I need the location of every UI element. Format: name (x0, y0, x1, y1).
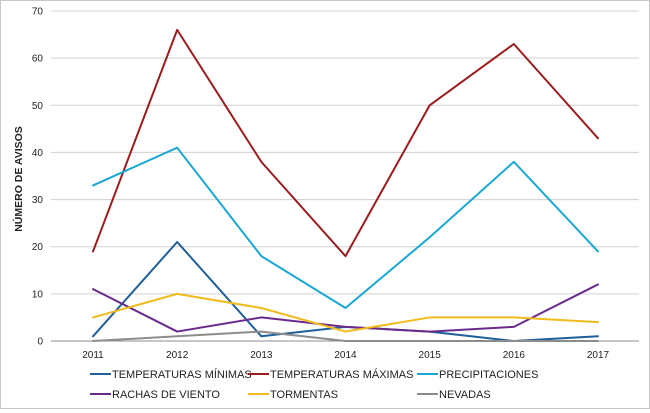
y-tick-label: 10 (32, 289, 44, 300)
y-axis-ticks: 0 10 20 30 40 50 60 70 (32, 7, 44, 348)
legend-label-1: TEMPERATURAS MÍNIMAS (112, 368, 252, 381)
y-tick-label: 0 (37, 337, 43, 348)
x-tick-label: 2011 (82, 350, 104, 361)
x-tick-label: 2012 (166, 350, 189, 361)
legend-label-5: TORMENTAS (270, 389, 338, 401)
legend-label-2: TEMPERATURAS MÁXIMAS (270, 368, 413, 381)
x-tick-label: 2017 (587, 350, 610, 361)
series-line-6 (92, 330, 599, 342)
y-tick-label: 50 (32, 101, 44, 112)
y-axis-label: NÚMERO DE AVISOS (12, 126, 25, 232)
legend: TEMPERATURAS MÍNIMAS TEMPERATURAS MÁXIMAS… (90, 368, 538, 401)
legend-label-6: NEVADAS (439, 389, 491, 401)
series-line-3 (92, 146, 599, 309)
x-tick-label: 2013 (250, 350, 273, 361)
y-tick-label: 30 (32, 195, 44, 206)
legend-label-3: PRECIPITACIONES (439, 369, 538, 381)
x-tick-label: 2014 (334, 350, 357, 361)
y-tick-label: 40 (32, 148, 44, 159)
y-tick-label: 20 (32, 242, 44, 253)
x-tick-label: 2016 (503, 350, 526, 361)
series-line-5 (92, 292, 599, 333)
series-lines (92, 28, 599, 342)
y-tick-label: 70 (32, 7, 44, 18)
grid-lines (51, 10, 639, 342)
legend-label-4: RACHAS DE VIENTO (112, 389, 220, 401)
x-tick-label: 2015 (419, 350, 442, 361)
y-tick-label: 60 (32, 54, 44, 65)
series-line-4 (92, 283, 599, 333)
series-line-2 (92, 28, 599, 258)
x-axis-ticks: 2011 2012 2013 2014 2015 2016 2017 (82, 350, 609, 361)
